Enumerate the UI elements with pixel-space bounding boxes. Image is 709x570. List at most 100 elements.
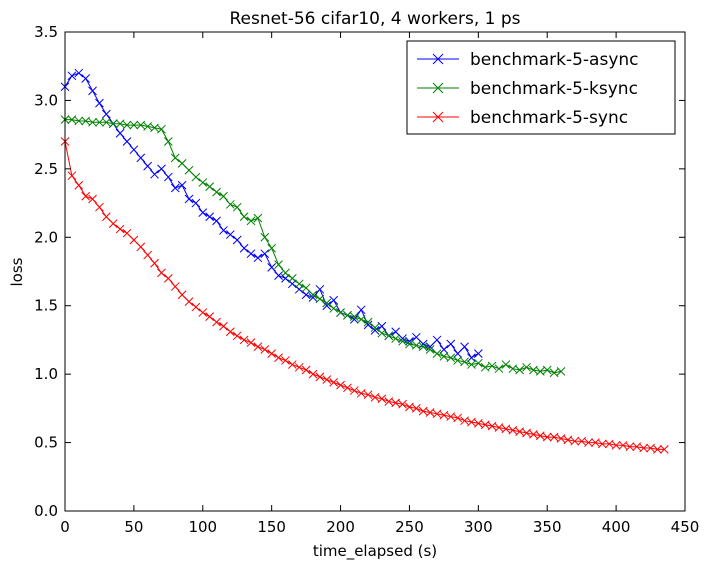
series-benchmark-5-ksync [60, 115, 566, 378]
data-point [494, 423, 504, 432]
data-point [508, 425, 518, 435]
data-point [225, 230, 235, 239]
x-tick-label: 250 [395, 518, 424, 536]
data-point [267, 349, 277, 358]
data-point [301, 283, 311, 293]
data-point [405, 339, 414, 349]
data-point [184, 194, 194, 204]
data-point [632, 442, 642, 452]
data-point [150, 123, 159, 133]
data-point [184, 165, 194, 175]
data-point [81, 74, 91, 83]
data-point [391, 327, 401, 337]
y-tick-label: 1.5 [34, 297, 58, 315]
data-point [460, 342, 469, 352]
x-tick-label: 400 [602, 518, 631, 536]
data-point [191, 198, 201, 208]
data-point [150, 258, 159, 268]
data-point [501, 360, 511, 369]
data-point [556, 434, 566, 443]
data-point [349, 312, 359, 322]
legend-marker [432, 111, 444, 123]
data-point [101, 212, 111, 222]
data-point [74, 116, 84, 126]
data-point [287, 273, 297, 283]
data-point [157, 124, 166, 134]
legend-label: benchmark-5-ksync [470, 79, 638, 99]
data-point [122, 137, 132, 146]
data-point [529, 365, 538, 375]
data-point [274, 260, 283, 270]
data-point [74, 68, 84, 78]
x-tick-label: 50 [124, 518, 143, 536]
data-point [618, 440, 628, 450]
data-point [377, 394, 387, 404]
data-point [246, 338, 256, 348]
data-point [163, 172, 173, 182]
legend-label: benchmark-5-async [470, 50, 639, 70]
data-point [287, 360, 297, 369]
data-point [198, 178, 208, 187]
data-point [577, 436, 587, 446]
data-point [260, 345, 270, 354]
data-point [143, 250, 153, 260]
data-point [232, 235, 242, 245]
data-point [232, 202, 242, 212]
data-point [239, 335, 249, 345]
data-point [267, 263, 277, 272]
data-point [81, 116, 91, 126]
x-tick-label: 450 [671, 518, 700, 536]
data-point [246, 249, 256, 259]
data-point [487, 421, 497, 431]
x-axis: 0 50 100 150 200 250 300 350 400 450 [60, 32, 699, 536]
data-point [336, 308, 345, 317]
data-point [549, 432, 559, 442]
y-tick-label: 0.0 [34, 502, 58, 520]
y-axis: 0.0 0.5 1.0 1.5 2.0 2.5 3.0 3.5 [34, 23, 685, 520]
data-point [432, 409, 442, 419]
data-point [460, 357, 469, 367]
data-point [198, 208, 208, 218]
data-point [260, 249, 270, 259]
data-point [67, 71, 77, 81]
data-point [281, 268, 290, 278]
data-point [653, 445, 662, 454]
data-point [163, 273, 173, 283]
x-tick-label: 350 [533, 518, 562, 536]
data-point [329, 304, 339, 313]
data-point [122, 228, 132, 238]
data-point [315, 284, 325, 294]
legend-label: benchmark-5-sync [470, 108, 628, 128]
data-point [129, 145, 139, 155]
data-point [205, 212, 215, 222]
data-point [384, 331, 394, 341]
x-tick-label: 150 [257, 518, 286, 536]
data-point [542, 365, 552, 375]
data-point [535, 431, 545, 441]
data-point [329, 378, 339, 387]
data-point [363, 390, 373, 400]
data-point [453, 413, 463, 423]
data-point [177, 159, 187, 168]
data-point [522, 428, 531, 438]
data-point [343, 310, 352, 320]
data-point [163, 137, 173, 146]
data-point [129, 120, 139, 130]
x-tick-label: 0 [60, 518, 70, 536]
data-point [377, 328, 387, 338]
data-point [370, 393, 380, 402]
data-point [239, 243, 249, 253]
y-tick-label: 2.5 [34, 160, 58, 178]
data-point [473, 358, 483, 368]
data-point [356, 388, 366, 398]
data-point [494, 364, 504, 374]
data-point [212, 317, 221, 327]
data-point [418, 406, 428, 416]
data-point [225, 327, 235, 337]
y-tick-label: 3.5 [34, 23, 58, 41]
data-point [439, 351, 449, 361]
data-point [549, 368, 559, 378]
data-point [253, 253, 263, 263]
data-point [246, 216, 256, 226]
